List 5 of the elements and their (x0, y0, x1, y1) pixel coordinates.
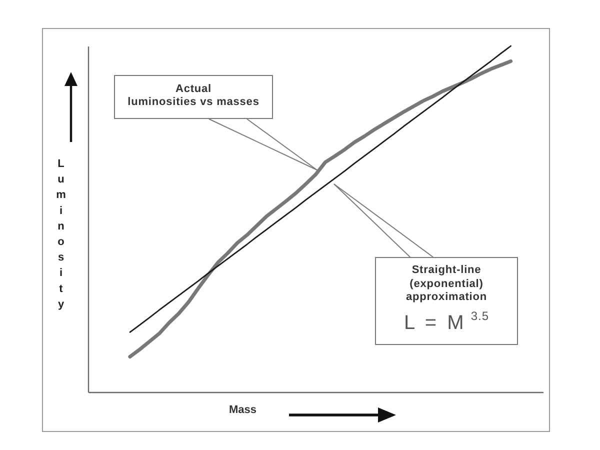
annotation: L = M$^{3.5}$ (402, 308, 490, 336)
y-axis-title: Luminosity (55, 158, 67, 314)
x-axis-title: Mass (229, 404, 257, 416)
annotation: Straight-line (exponential) approximation (405, 264, 488, 304)
annotation: Actual luminosities vs masses (114, 75, 273, 119)
